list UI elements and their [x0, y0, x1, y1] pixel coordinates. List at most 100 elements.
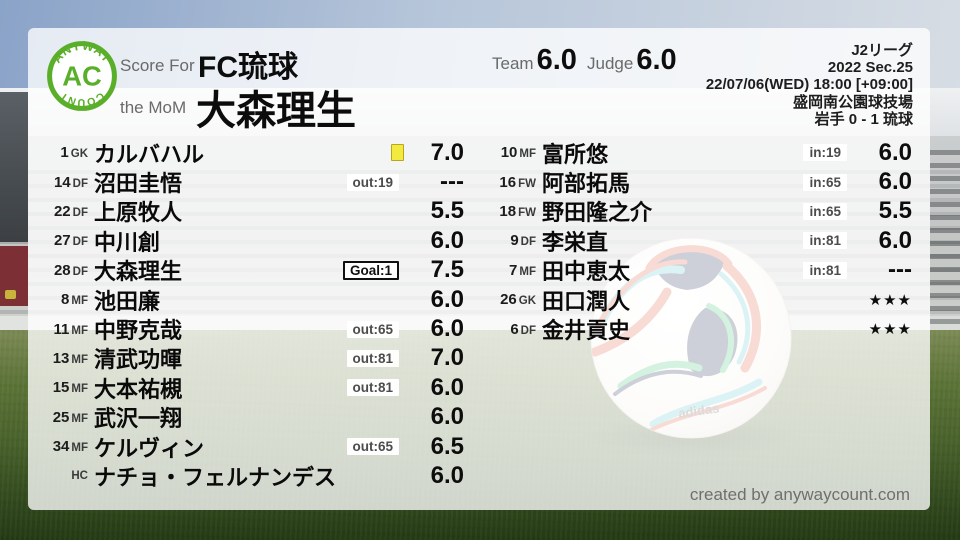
player-rating: 6.0 [878, 168, 912, 196]
player-row: HC ナチョ・フェルナンデス 6.0 [40, 461, 464, 490]
player-rating: 7.0 [430, 344, 464, 372]
logo-arc-bottom: COUNT [58, 89, 106, 108]
player-rating: 6.0 [430, 226, 464, 254]
player-rating: 6.5 [430, 432, 464, 460]
logo-acronym: AC [62, 60, 102, 91]
player-number: 27 [53, 232, 71, 250]
player-row: 7 MF 田中恵太 in:81 --- [488, 256, 912, 285]
judge-score-group: Judge 6.0 [587, 44, 677, 77]
player-position: MF [71, 295, 88, 308]
player-row: 25 MF 武沢一翔 6.0 [40, 403, 464, 432]
player-position: MF [519, 148, 536, 161]
player-name: 李栄直 [542, 229, 609, 255]
player-name: 大森理生 [94, 259, 183, 285]
player-position: DF [520, 324, 536, 337]
subs-column: 10 MF 富所悠 in:19 6.0 16 FW 阿部拓馬 in:65 6.0… [488, 138, 912, 344]
team-score-label: Team [492, 54, 534, 73]
player-number: 1 [60, 144, 69, 162]
player-rating: ★★★ [868, 321, 912, 339]
judge-score-value: 6.0 [636, 44, 677, 76]
sub-or-goal-badge: out:81 [346, 379, 399, 397]
player-row: 15 MF 大本祐槻 out:81 6.0 [40, 373, 464, 402]
player-rating: 6.0 [878, 226, 912, 254]
player-rating: 7.0 [430, 138, 464, 166]
anywaycount-logo: ANYWAY COUNT AC [47, 40, 117, 111]
player-number: 26 [500, 291, 517, 309]
player-position: MF [71, 353, 88, 366]
player-position: MF [71, 324, 88, 337]
sub-or-goal-badge: Goal:1 [342, 260, 399, 280]
mom-label: the MoM [120, 98, 187, 117]
team-score-value: 6.0 [536, 44, 577, 76]
team-name: FC琉球 [198, 51, 298, 84]
player-position: HC [71, 469, 88, 482]
right-stand-seats [930, 150, 960, 330]
player-row: 6 DF 金井貢史 ★★★ [488, 314, 912, 343]
overlay-panel [28, 28, 930, 510]
player-name: 野田隆之介 [542, 200, 653, 226]
league-name: J2リーグ [851, 42, 913, 59]
player-number: 10 [500, 144, 518, 162]
sub-or-goal-badge: out:65 [346, 320, 399, 338]
player-row: 27 DF 中川創 6.0 [40, 226, 464, 255]
player-number: 25 [52, 408, 70, 426]
left-stand-girder [0, 92, 28, 242]
player-position: FW [518, 206, 536, 219]
sub-or-goal-badge: in:81 [803, 232, 847, 250]
player-number: 18 [499, 202, 517, 220]
match-result: 岩手 0 - 1 琉球 [814, 110, 913, 128]
player-name: ケルヴィン [94, 435, 205, 461]
credit-text: created by anywaycount.com [689, 485, 910, 504]
mom-name: 大森理生 [196, 89, 356, 133]
player-name: ナチョ・フェルナンデス [94, 465, 337, 490]
sub-or-goal-badge: out:81 [346, 349, 399, 367]
sub-or-goal-badge: in:65 [803, 202, 847, 220]
player-position: MF [71, 383, 88, 396]
sub-or-goal-badge: out:65 [346, 438, 399, 456]
player-position: GK [70, 148, 88, 161]
player-row: 34 MF ケルヴィン out:65 6.5 [40, 432, 464, 461]
player-name: 中野克哉 [94, 318, 183, 344]
player-name: 田口潤人 [542, 288, 631, 314]
player-rating: 7.5 [430, 256, 464, 284]
player-number: 13 [52, 349, 70, 367]
svg-text:COUNT: COUNT [58, 89, 107, 108]
player-name: 武沢一翔 [94, 406, 183, 432]
player-number: 22 [53, 202, 71, 220]
sub-or-goal-badge: in:19 [803, 144, 847, 162]
player-number: 16 [499, 173, 517, 191]
player-number: 15 [52, 379, 70, 397]
player-row: 8 MF 池田廉 6.0 [40, 285, 464, 314]
player-rating: 6.0 [878, 138, 912, 166]
player-name: 金井貢史 [542, 318, 631, 344]
player-name: 清武功暉 [94, 347, 183, 373]
player-row: 18 FW 野田隆之介 in:65 5.5 [488, 197, 912, 226]
player-rating: --- [440, 168, 464, 196]
player-row: 9 DF 李栄直 in:81 6.0 [488, 226, 912, 255]
player-position: DF [72, 236, 88, 249]
left-yellow-detail [5, 290, 16, 299]
player-row: 16 FW 阿部拓馬 in:65 6.0 [488, 167, 912, 196]
player-row: 22 DF 上原牧人 5.5 [40, 197, 464, 226]
player-position: MF [71, 412, 88, 425]
player-rating: --- [888, 256, 912, 284]
player-name: 池田廉 [94, 288, 161, 314]
player-position: DF [72, 265, 88, 278]
player-position: GK [518, 295, 536, 308]
venue: 盛岡南公園球技場 [792, 93, 913, 111]
player-name: 阿部拓馬 [542, 171, 631, 197]
player-position: MF [519, 265, 536, 278]
player-rating: 5.5 [878, 197, 912, 225]
score-for-label: Score For [120, 56, 195, 75]
player-position: MF [71, 442, 88, 455]
player-name: 中川創 [94, 229, 161, 255]
player-row: 10 MF 富所悠 in:19 6.0 [488, 138, 912, 167]
starters-column: 1 GK カルバハル 7.0 14 DF 沼田圭悟 out:19 --- 22 … [40, 138, 464, 491]
player-number: 6 [510, 320, 519, 338]
player-rating: 6.0 [430, 285, 464, 313]
player-rating: 6.0 [430, 373, 464, 401]
player-number: 9 [510, 232, 519, 250]
player-row: 14 DF 沼田圭悟 out:19 --- [40, 167, 464, 196]
player-row: 13 MF 清武功暉 out:81 7.0 [40, 344, 464, 373]
player-name: 沼田圭悟 [94, 171, 183, 197]
